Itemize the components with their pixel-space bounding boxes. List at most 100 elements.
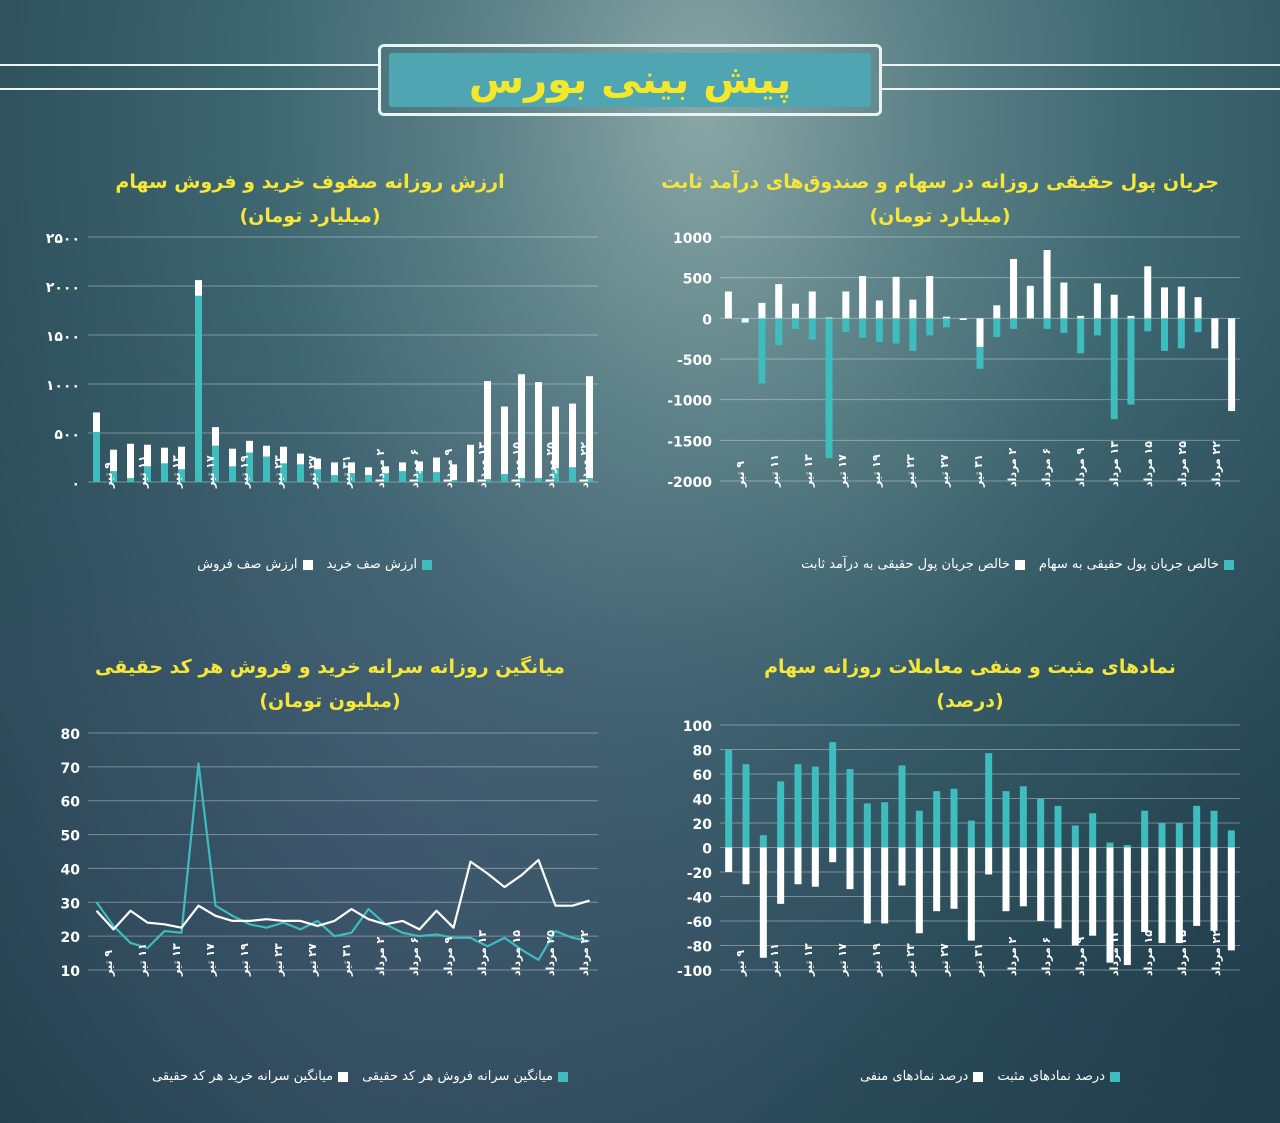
chart-title-symbols-main: نمادهای مثبت و منفی معاملات روزانه سهام — [764, 656, 1176, 678]
legend-item-queue-sell: ارزش صف فروش — [197, 557, 313, 572]
y-tick-label: ۵۰۰ — [54, 427, 80, 443]
legend-swatch-white — [973, 1071, 984, 1082]
y-tick-label: -500 — [677, 353, 712, 369]
chart-title-queues: ارزش روزانه صفوف خرید و فروش سهام (میلیا… — [40, 165, 580, 233]
bar-series-white — [794, 847, 802, 885]
bar-series-teal — [1089, 813, 1097, 848]
y-tick-label: ۲۰۰۰ — [46, 280, 80, 296]
bar-sell-queue — [450, 464, 457, 481]
header-rule-left-top — [0, 64, 378, 66]
bar-series-teal — [909, 318, 917, 351]
x-date-label: ۱۳ مرداد — [1108, 930, 1121, 976]
chart-title-queues-sub: (میلیارد تومان) — [239, 205, 381, 227]
bar-series-white — [1077, 315, 1085, 319]
legend-item-sell-per-code: میانگین سرانه فروش هر کد حقیقی — [362, 1069, 568, 1084]
x-date-label: ۱۵ مرداد — [1142, 441, 1155, 487]
x-date-label: ۱۹ تیر — [870, 943, 883, 977]
bar-sell-queue — [467, 444, 474, 482]
y-tick-label: ۰ — [71, 476, 80, 492]
bar-series-teal — [859, 318, 867, 338]
bar-buy-queue — [450, 480, 457, 482]
bar-buy-queue — [382, 473, 389, 482]
legend-item-buy-per-code: میانگین سرانه خرید هر کد حقیقی — [152, 1069, 349, 1084]
bar-series-white — [976, 318, 984, 347]
bar-series-white — [1060, 282, 1068, 319]
chart-queues: ۲۵۰۰ ۲۰۰۰ ۱۵۰۰ ۱۰۰۰ ۵۰۰ ۰ ۹ تیر ۱۱ تیر ۱۳ تیر ۱۷ … — [46, 231, 598, 492]
bar-series-white — [741, 318, 749, 323]
bar-sell-queue — [484, 381, 491, 480]
y-tick-label: 20 — [693, 817, 713, 833]
bar-series-white — [1110, 294, 1118, 319]
x-date-label: ۲۳ تیر — [904, 943, 917, 977]
legend-swatch-white — [338, 1071, 349, 1082]
legend-swatch-teal — [1110, 1071, 1120, 1082]
bar-series-white — [742, 847, 750, 885]
bar-buy-queue — [365, 475, 372, 482]
bar-series-white — [1211, 318, 1219, 349]
bar-series-teal — [1043, 318, 1051, 329]
bar-series-teal — [967, 820, 975, 848]
x-date-label: ۱۳ مرداد — [476, 442, 489, 488]
bar-series-teal — [915, 810, 923, 848]
y-tick-label: 1000 — [673, 231, 712, 247]
bar-buy-queue — [93, 432, 100, 482]
bar-series-white — [967, 847, 975, 941]
x-date-label: ۱۵ مرداد — [510, 442, 523, 488]
bar-series-white — [846, 847, 854, 890]
x-date-label: ۹ تیر — [102, 462, 115, 489]
bar-buy-queue — [263, 456, 270, 482]
x-date-label: ۱۹ تیر — [870, 454, 883, 488]
bar-series-white — [1071, 847, 1079, 946]
bar-series-white — [1144, 266, 1152, 319]
bar-series-white — [985, 847, 993, 875]
bar-series-white — [1194, 297, 1202, 319]
x-date-label: ۳۱ تیر — [972, 943, 985, 977]
bar-series-teal — [1158, 823, 1166, 848]
bar-series-white — [892, 276, 900, 319]
chart-title-queues-main: ارزش روزانه صفوف خرید و فروش سهام — [115, 171, 505, 193]
bar-series-white — [1054, 847, 1062, 929]
x-date-label: ۶ مرداد — [1040, 448, 1053, 487]
bar-series-white — [909, 299, 917, 319]
bar-series-teal — [1054, 805, 1062, 848]
bar-sell-queue — [314, 458, 321, 470]
legend-swatch-teal — [422, 559, 432, 570]
x-date-label: ۹ مرداد — [1074, 447, 1087, 487]
bar-series-white — [1123, 847, 1131, 966]
legend-percapita: میانگین سرانه فروش هر کد حقیقی میانگین س… — [152, 1069, 568, 1084]
bar-series-teal — [825, 318, 833, 459]
bar-series-white — [1089, 847, 1097, 936]
bar-series-teal — [1210, 810, 1218, 848]
legend-item-negative: درصد نمادهای منفی — [860, 1069, 984, 1084]
bar-series-teal — [1193, 805, 1201, 848]
bar-sell-queue — [382, 466, 389, 474]
legend-queues: ارزش صف خرید ارزش صف فروش — [197, 557, 432, 572]
x-date-label: ۱۹ تیر — [238, 943, 251, 977]
x-date-label: ۱۳ تیر — [802, 943, 815, 977]
bar-series-teal — [811, 766, 819, 848]
bar-sell-queue — [569, 403, 576, 468]
bar-series-white — [808, 291, 816, 319]
bar-series-white — [933, 847, 941, 912]
bar-buy-queue — [399, 471, 406, 482]
bar-series-teal — [1227, 830, 1235, 848]
x-date-label: ۱۳ مرداد — [476, 930, 489, 976]
bar-series-white — [1227, 847, 1235, 951]
bar-series-white — [725, 847, 733, 872]
x-date-label: ۱۳ مرداد — [1108, 441, 1121, 487]
x-date-label: ۱۱ تیر — [136, 943, 149, 977]
chart-title-symbols-sub: (درصد) — [936, 690, 1004, 712]
x-date-label: ۲۷ تیر — [938, 454, 951, 488]
y-tick-label: 0 — [702, 842, 712, 858]
y-tick-label: 30 — [61, 896, 81, 912]
bar-series-white — [1026, 285, 1034, 319]
bar-sell-queue — [246, 440, 253, 453]
x-date-label: ۲۷ تیر — [938, 943, 951, 977]
bar-buy-queue — [535, 478, 542, 482]
bar-series-white — [950, 847, 958, 909]
bar-series-teal — [846, 769, 854, 848]
bar-series-teal — [758, 318, 766, 384]
bar-series-teal — [985, 753, 993, 848]
bar-series-white — [829, 847, 837, 863]
